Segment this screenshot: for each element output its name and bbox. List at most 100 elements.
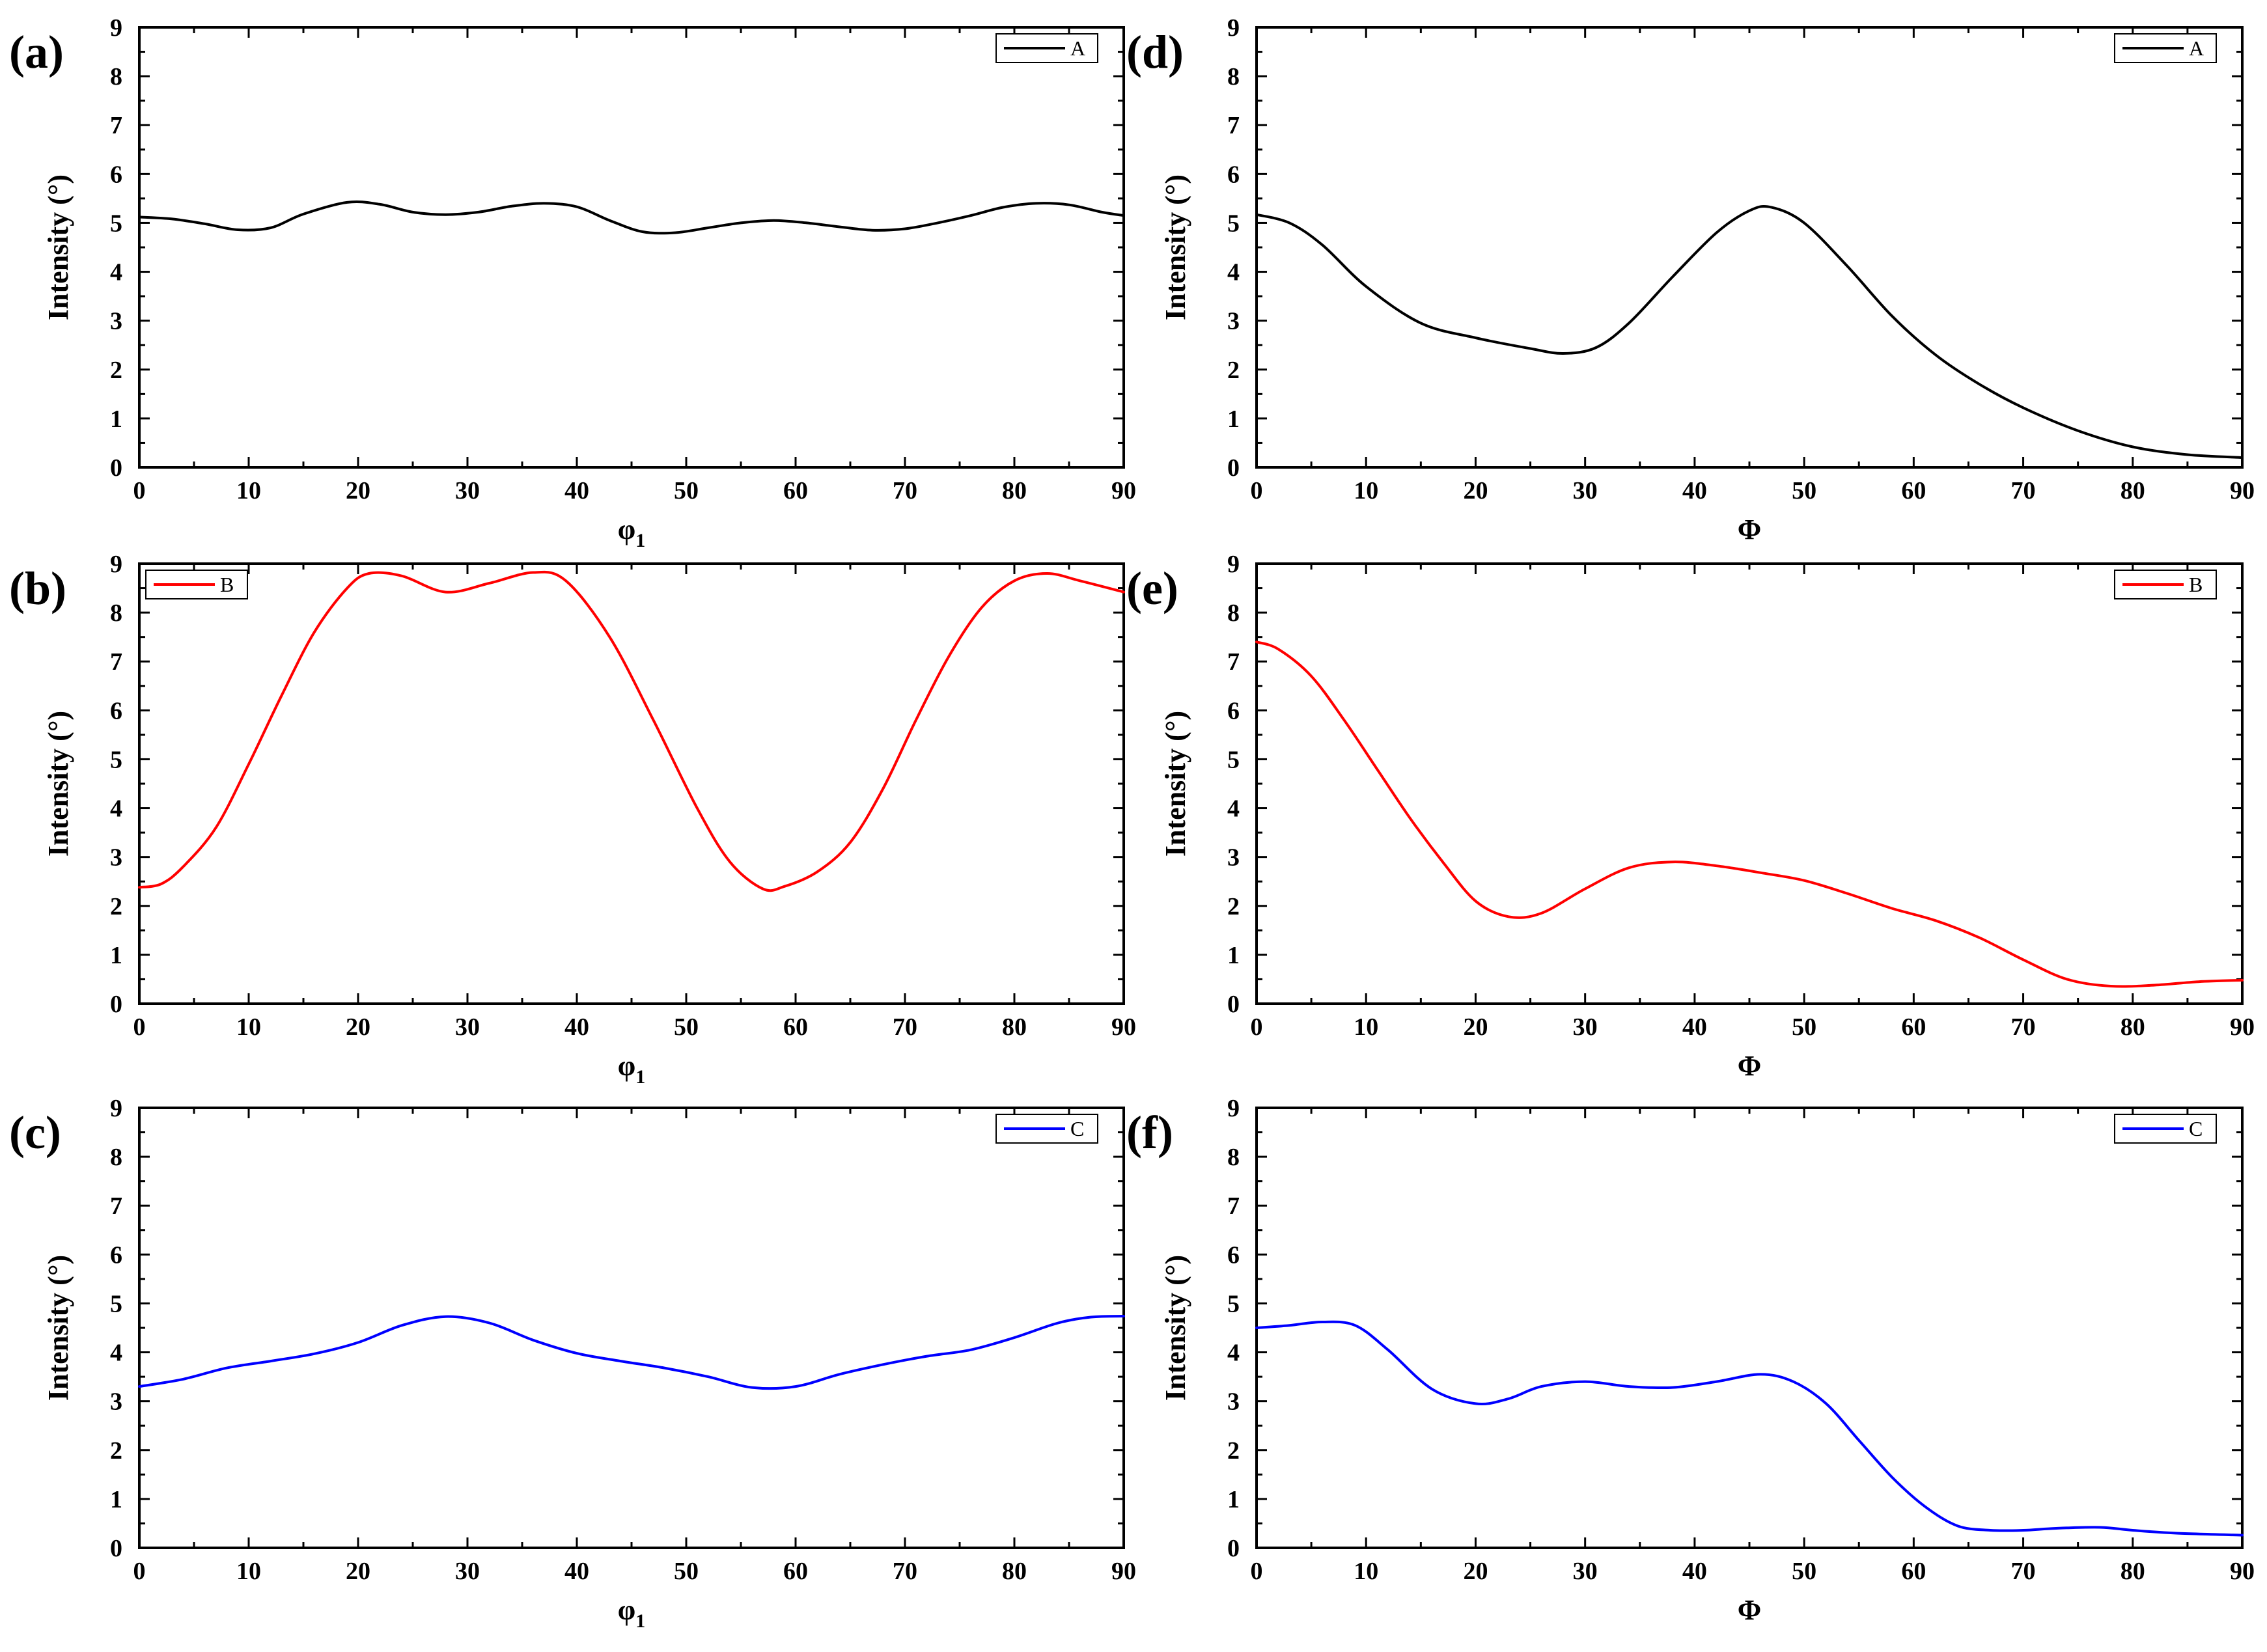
x-tick-label: 80 [2121,1558,2145,1585]
legend: C [995,1114,1098,1144]
y-axis-label: Intensity (°) [42,1255,74,1401]
x-tick-label: 30 [455,477,480,504]
legend: B [145,570,248,599]
legend-label: C [2189,1117,2203,1140]
y-tick-label: 0 [1227,454,1240,482]
y-tick-label: 6 [110,697,122,724]
panel-label: (e) [1126,562,1178,614]
x-axis-label-subscript: 1 [635,530,645,551]
y-tick-label: 9 [1227,14,1240,42]
y-tick-label: 5 [1227,746,1240,773]
x-tick-label: 40 [1682,1013,1707,1041]
x-axis-label-main: φ [618,514,635,545]
y-tick-label: 3 [1227,844,1240,872]
y-tick-label: 7 [110,1192,122,1220]
plot-frame [138,562,1125,1005]
chart-panel-e: 0 10 20 30 40 50 60 70 80 90 0 1 2 3 4 5 6 7 8 9 Φ Intensity … [1126,551,2255,1082]
x-tick-label: 40 [564,477,589,504]
series-line-B [138,570,1125,892]
legend-label: A [2189,36,2204,60]
y-tick-label: 6 [1227,1241,1240,1269]
x-tick-label: 90 [1111,477,1136,504]
y-tick-label: 6 [110,1241,122,1269]
x-tick-label: 90 [1111,1558,1136,1585]
y-tick-label: 5 [1227,1290,1240,1317]
plot-frame [138,26,1125,469]
legend-label: C [1070,1117,1084,1140]
x-tick-label: 0 [1251,1013,1263,1041]
x-tick-label: 90 [1111,1013,1136,1041]
x-axis-label-main: φ [618,1594,635,1626]
y-tick-label: 2 [110,1437,122,1465]
x-tick-label: 50 [674,1013,699,1041]
y-axis-label: Intensity (°) [42,174,74,320]
x-tick-label: 0 [1251,1558,1263,1585]
y-tick-label: 1 [110,1486,122,1513]
y-tick-label: 4 [1227,795,1240,823]
y-tick-label: 8 [110,1144,122,1171]
y-tick-label: 3 [1227,308,1240,335]
x-tick-label: 70 [893,477,917,504]
x-axis-label: Φ [1738,514,1761,545]
x-tick-label: 60 [783,1558,808,1585]
y-axis-label: Intensity (°) [1160,711,1191,857]
panel-label: (f) [1126,1107,1173,1159]
y-axis-label: Intensity (°) [42,711,74,857]
x-tick-label: 70 [2011,1013,2036,1041]
series-line-A [138,200,1125,235]
y-axis-label: Intensity (°) [1160,174,1191,320]
plot-frame [1255,562,2244,1005]
y-tick-label: 6 [1227,697,1240,724]
y-tick-label: 8 [1227,63,1240,90]
x-axis-label: φ1 [618,1594,645,1632]
x-tick-label: 70 [893,1558,917,1585]
chart-panel-f: 0 10 20 30 40 50 60 70 80 90 0 1 2 3 4 5 6 7 8 9 Φ Intensity … [1126,1095,2255,1626]
y-tick-label: 9 [110,1095,122,1122]
x-tick-label: 20 [1463,477,1488,504]
x-tick-label: 50 [1792,477,1816,504]
y-tick-label: 6 [110,161,122,188]
x-axis-label-subscript: 1 [635,1610,645,1632]
y-tick-label: 7 [1227,112,1240,139]
x-tick-label: 80 [2121,477,2145,504]
y-tick-label: 2 [1227,893,1240,920]
y-tick-label: 5 [110,746,122,773]
series-line-B [1255,640,2244,988]
x-tick-label: 10 [1354,1558,1378,1585]
x-tick-label: 50 [674,477,699,504]
x-tick-label: 30 [1573,1558,1598,1585]
x-axis-label: Φ [1738,1050,1761,1082]
x-axis-label-main: Φ [1738,514,1761,545]
x-tick-label: 70 [2011,1558,2036,1585]
x-tick-label: 0 [133,1013,146,1041]
x-tick-label: 80 [2121,1013,2145,1041]
x-tick-label: 60 [1901,1013,1926,1041]
y-tick-label: 7 [1227,1192,1240,1220]
x-tick-label: 70 [2011,477,2036,504]
x-tick-label: 40 [1682,477,1707,504]
series-line-A [1255,205,2244,459]
y-tick-label: 4 [1227,259,1240,286]
y-tick-label: 6 [1227,161,1240,188]
y-tick-label: 2 [1227,1437,1240,1465]
x-axis-label-main: φ [618,1050,635,1082]
x-tick-label: 30 [1573,1013,1598,1041]
legend-label: A [1070,36,1085,60]
y-tick-label: 9 [1227,551,1240,578]
x-tick-label: 80 [1002,1013,1027,1041]
x-tick-label: 20 [346,1013,370,1041]
x-tick-label: 10 [236,477,261,504]
y-tick-label: 0 [110,1535,122,1562]
y-tick-label: 7 [110,112,122,139]
x-tick-label: 40 [1682,1558,1707,1585]
series-line-C [1255,1320,2244,1537]
y-tick-label: 3 [110,844,122,872]
x-tick-label: 50 [1792,1558,1816,1585]
legend: C [2114,1114,2217,1144]
chart-panel-b: 0 10 20 30 40 50 60 70 80 900123456789φ1Intensity… [9,551,1136,1088]
x-tick-label: 80 [1002,1558,1027,1585]
x-tick-label: 40 [564,1013,589,1041]
y-tick-label: 4 [110,1340,122,1367]
y-tick-label: 2 [110,357,122,384]
